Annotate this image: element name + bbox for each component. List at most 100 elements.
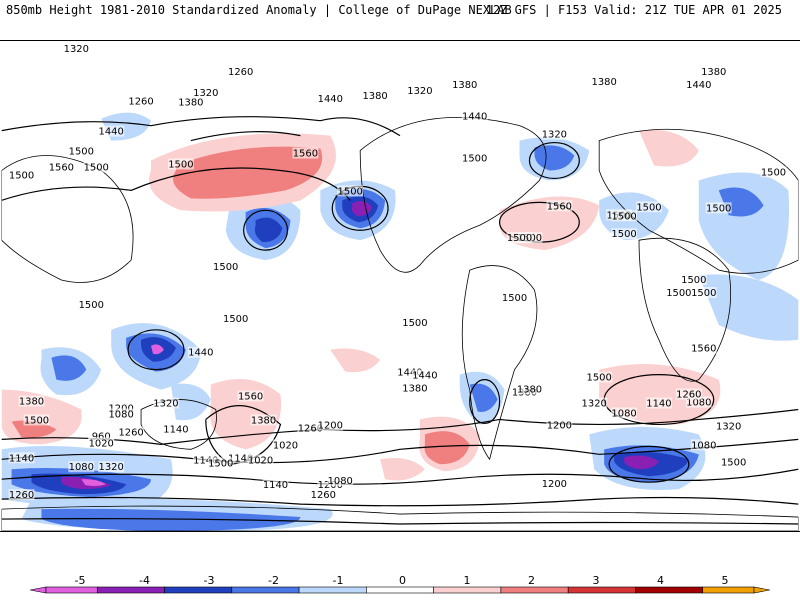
contour-label: 1140 — [9, 453, 34, 464]
contour-label: 1440 — [412, 371, 437, 382]
colorbar-tick-label: 3 — [593, 574, 600, 587]
contour-label: 1140 — [263, 480, 288, 491]
contour-label: 1440 — [397, 368, 422, 379]
contour-label: 1320 — [542, 130, 567, 141]
contour-label: 1380 — [592, 77, 617, 88]
anomaly-colorbar: -5 -4 -3 -2 -1 0 1 2 3 4 5 — [29, 574, 771, 594]
contour-label: 1500 — [587, 373, 612, 384]
contour-label: 1500 — [338, 186, 363, 197]
coastlines — [1, 116, 799, 531]
contour-label: 1020 — [248, 455, 273, 466]
colorbar-swatch — [231, 586, 300, 594]
model-run-info: 12Z GFS | F153 Valid: 21Z TUE APR 01 202… — [485, 3, 782, 17]
contour-label: 1500 — [706, 203, 731, 214]
contour-label: 1500 — [502, 293, 527, 304]
contour-label: 1320 — [716, 421, 741, 432]
colorbar-swatch — [702, 586, 755, 594]
colorbar-tick-label: -2 — [268, 574, 279, 587]
contour-label: 1320 — [153, 399, 178, 410]
contour-label: 1500 — [213, 262, 238, 273]
contour-label: 1260 — [128, 97, 153, 108]
height-contours — [1, 116, 799, 525]
contour-label: 1200 — [542, 479, 567, 490]
contour-label: 1560 — [691, 344, 716, 355]
contour-label: 1440 — [99, 127, 124, 138]
contour-label: 1380 — [178, 98, 203, 109]
colorbar-swatch — [567, 586, 636, 594]
contour-label: 1500 — [168, 159, 193, 170]
contour-label: 1140 — [228, 453, 253, 464]
colorbar-swatches — [29, 586, 771, 594]
colorbar-swatch — [164, 586, 233, 594]
contour-label: 1500 — [208, 458, 233, 469]
colorbar-swatch — [433, 586, 502, 594]
map-title: 850mb Height 1981-2010 Standardized Anom… — [6, 3, 512, 17]
contour-label: 1500 — [636, 202, 661, 213]
contour-label: 1260 — [228, 67, 253, 78]
contour-label: 1020 — [89, 438, 114, 449]
colorbar-tick-label: -1 — [333, 574, 344, 587]
contour-label: 1500 — [681, 275, 706, 286]
contour-label: 1380 — [402, 384, 427, 395]
contour-label: 1020 — [273, 440, 298, 451]
contour-label: 1500 — [223, 314, 248, 325]
colorbar-swatch — [45, 586, 98, 594]
contour-label: 1380 — [452, 80, 477, 91]
colorbar-tick-label: 5 — [722, 574, 729, 587]
contour-label: 1560 — [238, 392, 263, 403]
contour-label: 1500 — [462, 154, 487, 165]
colorbar-tick-label: 0 — [399, 574, 406, 587]
contour-label: 1200 — [547, 420, 572, 431]
negative-anomaly-shading — [1, 112, 799, 531]
contour-label: 1200 — [318, 420, 343, 431]
colorbar-tick-label: -4 — [139, 574, 150, 587]
colorbar-ticks: -5 -4 -3 -2 -1 0 1 2 3 4 5 — [75, 574, 729, 587]
colorbar-min-arrow — [29, 586, 47, 594]
contour-label: 1320 — [193, 88, 218, 99]
contour-label: 1500 — [611, 211, 636, 222]
colorbar-swatch — [298, 586, 367, 594]
contour-label: 1260 — [311, 490, 336, 501]
colorbar-tick-label: -5 — [75, 574, 86, 587]
colorbar-tick-label: 1 — [464, 574, 471, 587]
contour-label: 1500 — [402, 318, 427, 329]
contour-label: 1080 — [691, 440, 716, 451]
contour-label: 1080 — [686, 398, 711, 409]
contour-label: 1440 — [188, 348, 213, 359]
contour-label: 1260 — [118, 427, 143, 438]
contour-label: 1380 — [701, 67, 726, 78]
contour-label: 1080 — [69, 462, 94, 473]
contour-label: 1320 — [64, 44, 89, 55]
contour-label: 1260 — [9, 490, 34, 501]
contour-label: 1440 — [318, 94, 343, 105]
contour-label: 1560 — [547, 201, 572, 212]
contour-label: 1500 — [9, 170, 34, 181]
contour-label: 1320 — [582, 399, 607, 410]
colorbar-swatch — [96, 586, 165, 594]
contour-label: 1080 — [611, 408, 636, 419]
contour-label: 1380 — [19, 397, 44, 408]
contour-label: 1080 — [108, 409, 133, 420]
colorbar-swatch — [500, 586, 569, 594]
contour-label: 1500 — [507, 233, 532, 244]
contour-label: 1140 — [193, 455, 218, 466]
contour-label: 1500 — [691, 288, 716, 299]
colorbar-max-arrow — [753, 586, 771, 594]
colorbar-tick-label: 4 — [657, 574, 664, 587]
contour-label: 1080 — [328, 476, 353, 487]
colorbar-swatch — [366, 586, 434, 594]
contour-label: 1440 — [462, 112, 487, 123]
contour-label: 1500 — [69, 147, 94, 158]
contour-label: 1440 — [686, 80, 711, 91]
contour-label: 960 — [92, 431, 111, 442]
contour-label: 1500 — [761, 167, 786, 178]
contour-label: 1500 — [24, 415, 49, 426]
contour-label: 1560 — [49, 162, 74, 173]
contour-label: 1260 — [676, 390, 701, 401]
contour-label: 1380 — [517, 385, 542, 396]
contour-label: 1500 — [666, 288, 691, 299]
contour-label: 1140 — [646, 399, 671, 410]
contour-label: 1260 — [298, 423, 323, 434]
